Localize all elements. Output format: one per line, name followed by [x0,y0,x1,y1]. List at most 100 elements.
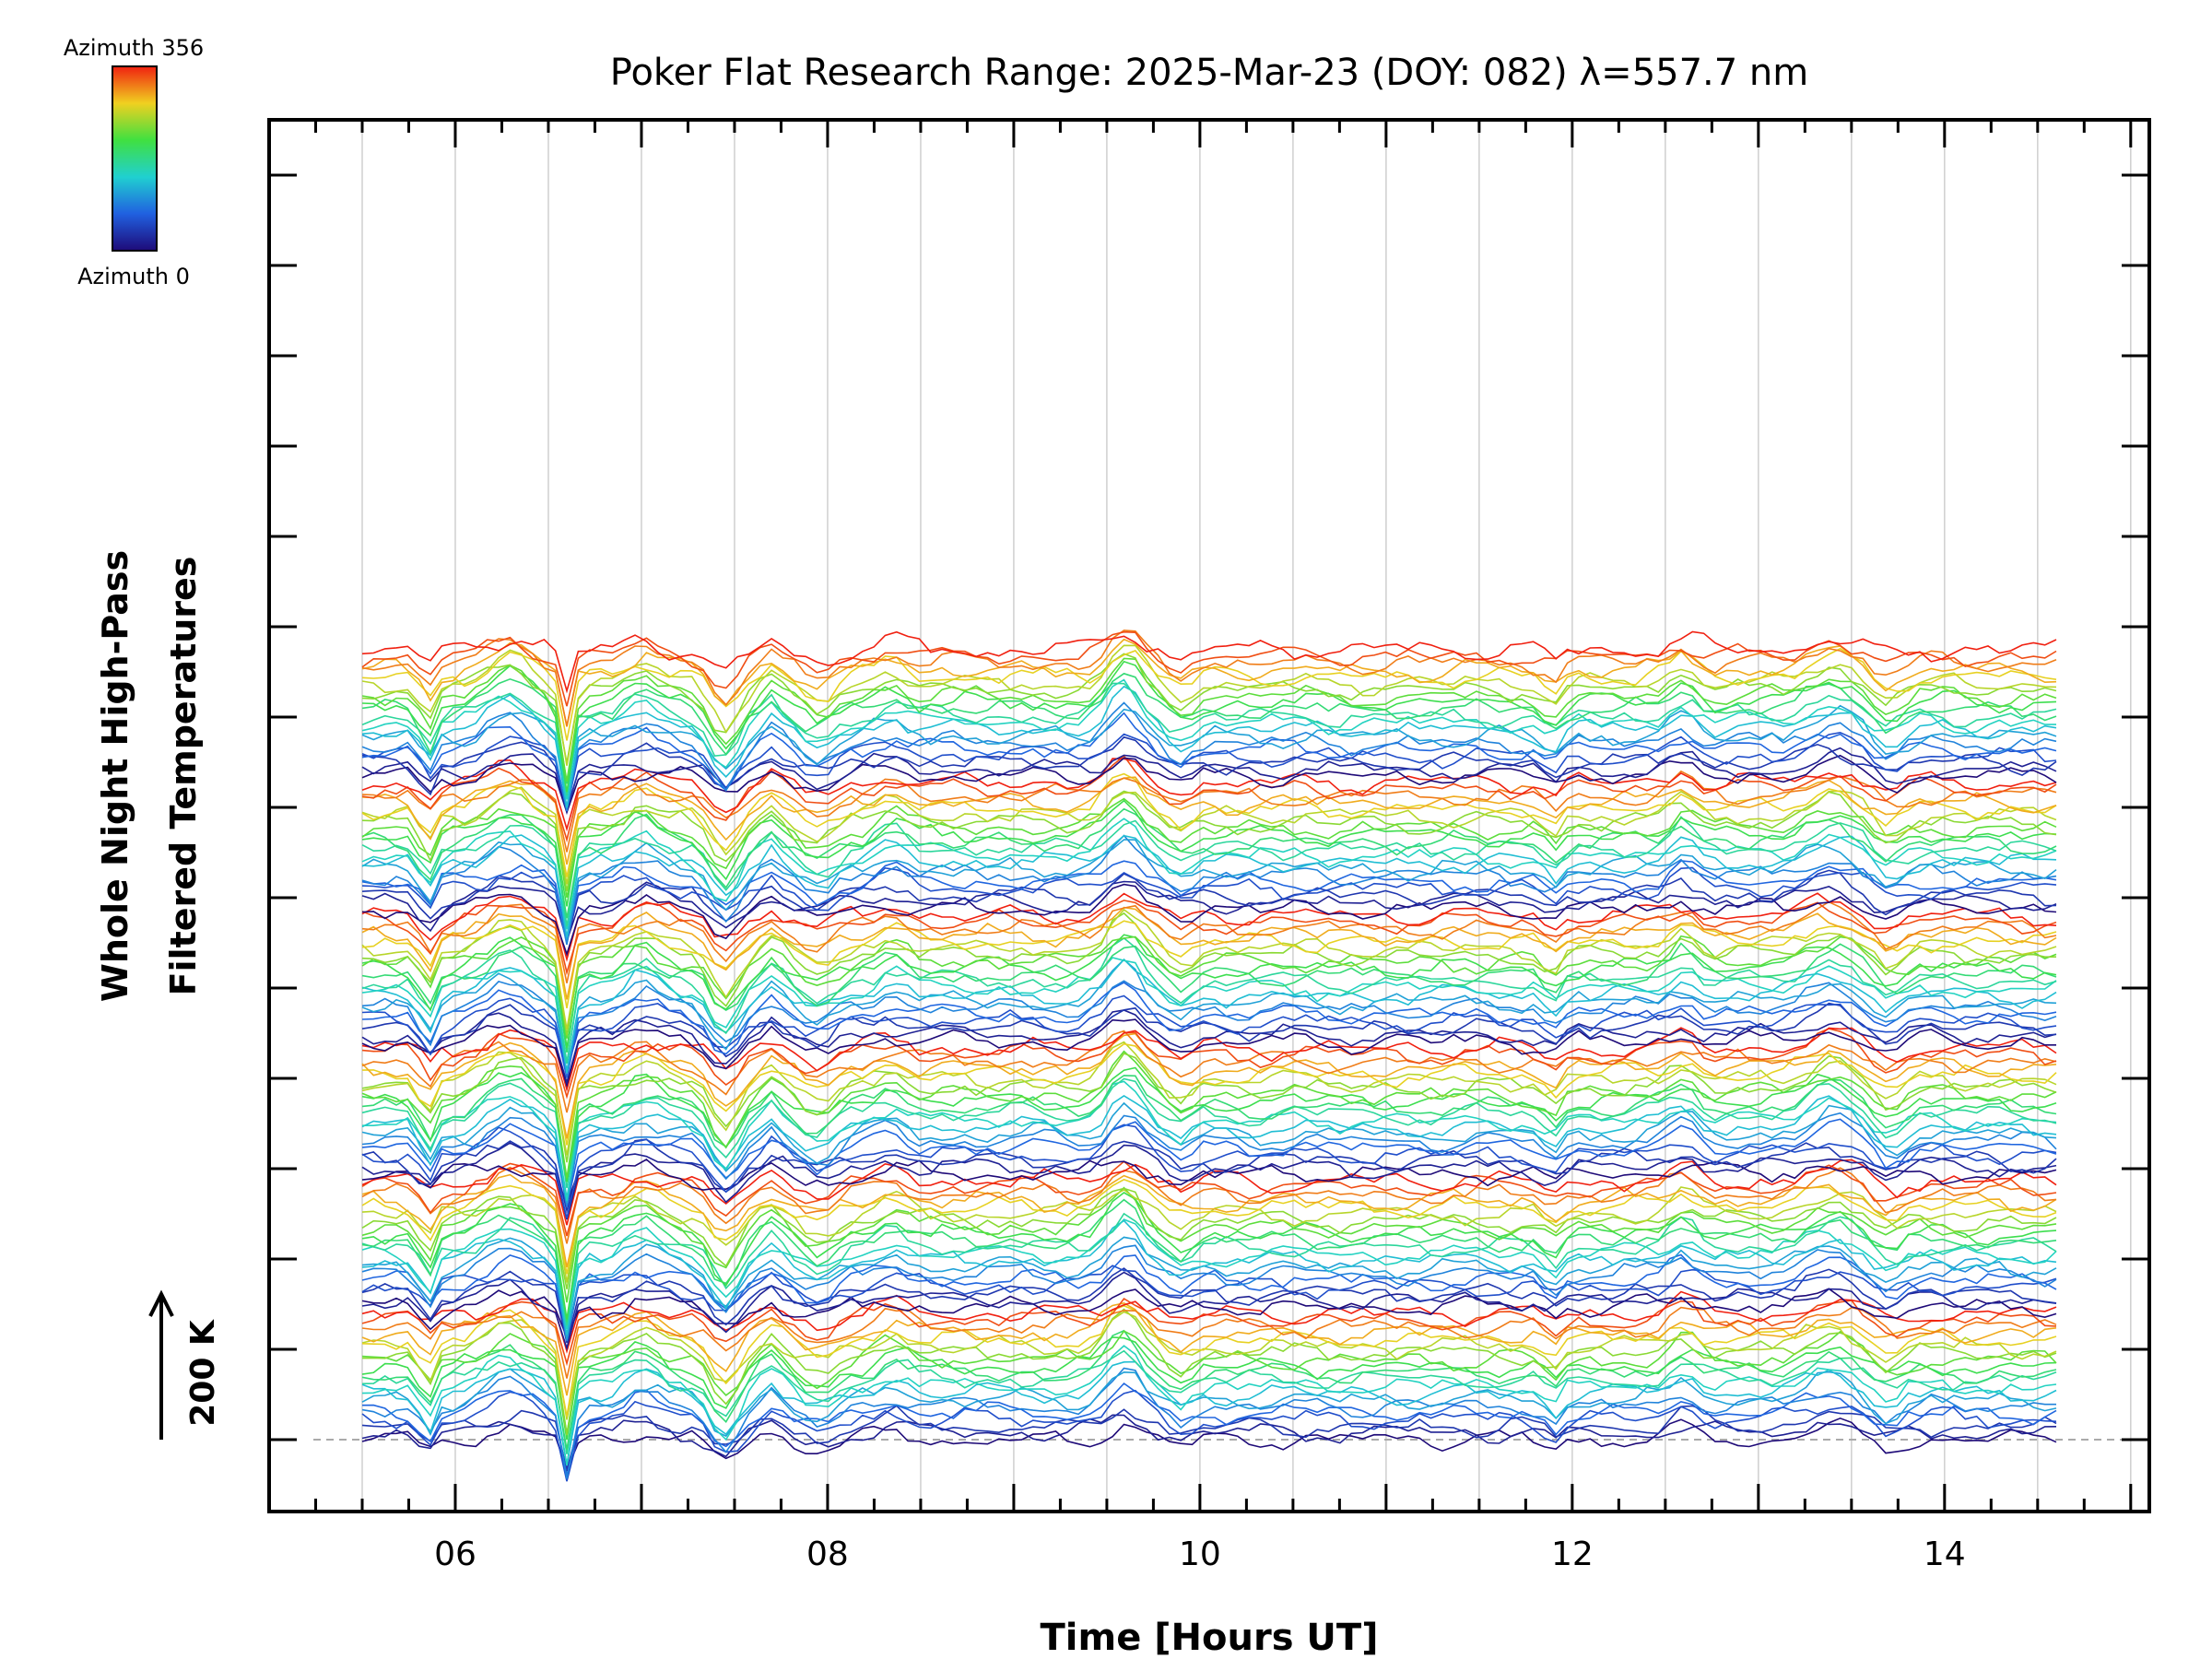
scale-bar: 200 K [148,1289,222,1440]
series-line [361,1030,2057,1113]
series-line [361,1330,2057,1435]
chart-title: Poker Flat Research Range: 2025-Mar-23 (… [610,52,1808,94]
series-line [361,1124,2057,1218]
series-line [361,1219,2057,1335]
x-tick-label: 14 [1924,1535,1966,1573]
legend-top-label: Azimuth 356 [64,35,204,61]
series-line [361,1360,2057,1465]
series-line [361,638,2057,727]
series-line [361,1159,2057,1206]
series-line [361,790,2057,891]
series-line [361,1290,2057,1354]
series-line [361,1032,2057,1139]
series-line [361,1075,2057,1181]
scale-bar-label: 200 K [184,1319,222,1427]
series-line [361,1367,2056,1479]
series-line [361,660,2057,793]
series-line [361,1160,2057,1237]
series-line [361,799,2057,907]
series-line [361,1368,2057,1466]
series-line [361,1192,2057,1320]
series-line [361,1389,2057,1482]
series-line [361,1405,2057,1471]
series-line [361,1178,2057,1275]
series-line [361,1018,2056,1088]
series-line [361,754,2057,815]
series-line [361,630,2057,707]
series-line [361,958,2057,1074]
series-line [361,755,2057,843]
series-line [361,1028,2057,1100]
series-line [361,816,2057,927]
series-line [361,980,2057,1074]
x-tick-label: 08 [806,1535,849,1573]
series-line [361,942,2057,1053]
series-line [361,866,2057,940]
series-line [361,747,2057,815]
series-line [361,1336,2057,1441]
series-line [361,1095,2057,1198]
series-line [361,1042,2057,1146]
series-line [361,1267,2057,1344]
series-line [361,959,2057,1072]
series-line [361,647,2057,741]
series-line [361,1212,2057,1326]
series-line [361,1311,2057,1420]
series-line [361,1244,2057,1342]
series-line [361,1066,2057,1182]
series-line [361,735,2057,812]
series-line [361,1053,2057,1163]
series-group [361,629,2057,1482]
series-line [361,786,2057,885]
series-line [361,1297,2057,1367]
series-line [361,900,2057,983]
series-line [361,1186,2057,1283]
series-line [361,1173,2057,1268]
series-line [361,1118,2057,1207]
azimuth-colorbar-legend: Azimuth 356 Azimuth 0 [64,35,204,289]
series-line [361,712,2057,811]
series-line [361,1077,2057,1189]
x-axis-label: Time [Hours UT] [1041,1617,1379,1659]
series-line [361,1166,2057,1244]
colorbar [112,65,158,252]
series-line [361,1142,2057,1220]
scale-bar-arrowhead [148,1289,174,1317]
series-line [361,994,2057,1072]
series-line [361,935,2057,1039]
series-line [361,644,2057,766]
series-line [361,906,2057,1000]
series-line [361,880,2057,944]
series-line [361,908,2057,1030]
series-line [361,1101,2057,1204]
series-line [361,1414,2057,1471]
series-line [361,936,2057,1065]
x-tick-label: 12 [1551,1535,1594,1573]
series-line [361,1265,2057,1341]
series-line [361,900,2057,976]
series-line [361,1301,2057,1396]
series-line [361,1198,2057,1323]
series-line [362,1080,2057,1201]
series-line [361,1329,2057,1450]
y-axis-label-line1: Whole Night High-Pass [95,550,135,1002]
series-line [361,1050,2057,1179]
series-line [361,1112,2057,1206]
series-line [361,685,2057,808]
series-line [361,653,2057,764]
series-line [361,657,2057,782]
x-tick-label: 06 [434,1535,477,1573]
series-line [361,1041,2057,1156]
series-line [361,912,2056,1036]
series-line [361,834,2057,937]
series-line [361,934,2057,1049]
series-line [361,1186,2057,1303]
series-line [361,834,2057,946]
series-line [361,1345,2057,1466]
series-line [361,1288,2057,1340]
series-line [361,1304,2057,1418]
series-line [361,672,2057,784]
series-line [361,1027,2057,1092]
series-line [361,1417,2057,1473]
